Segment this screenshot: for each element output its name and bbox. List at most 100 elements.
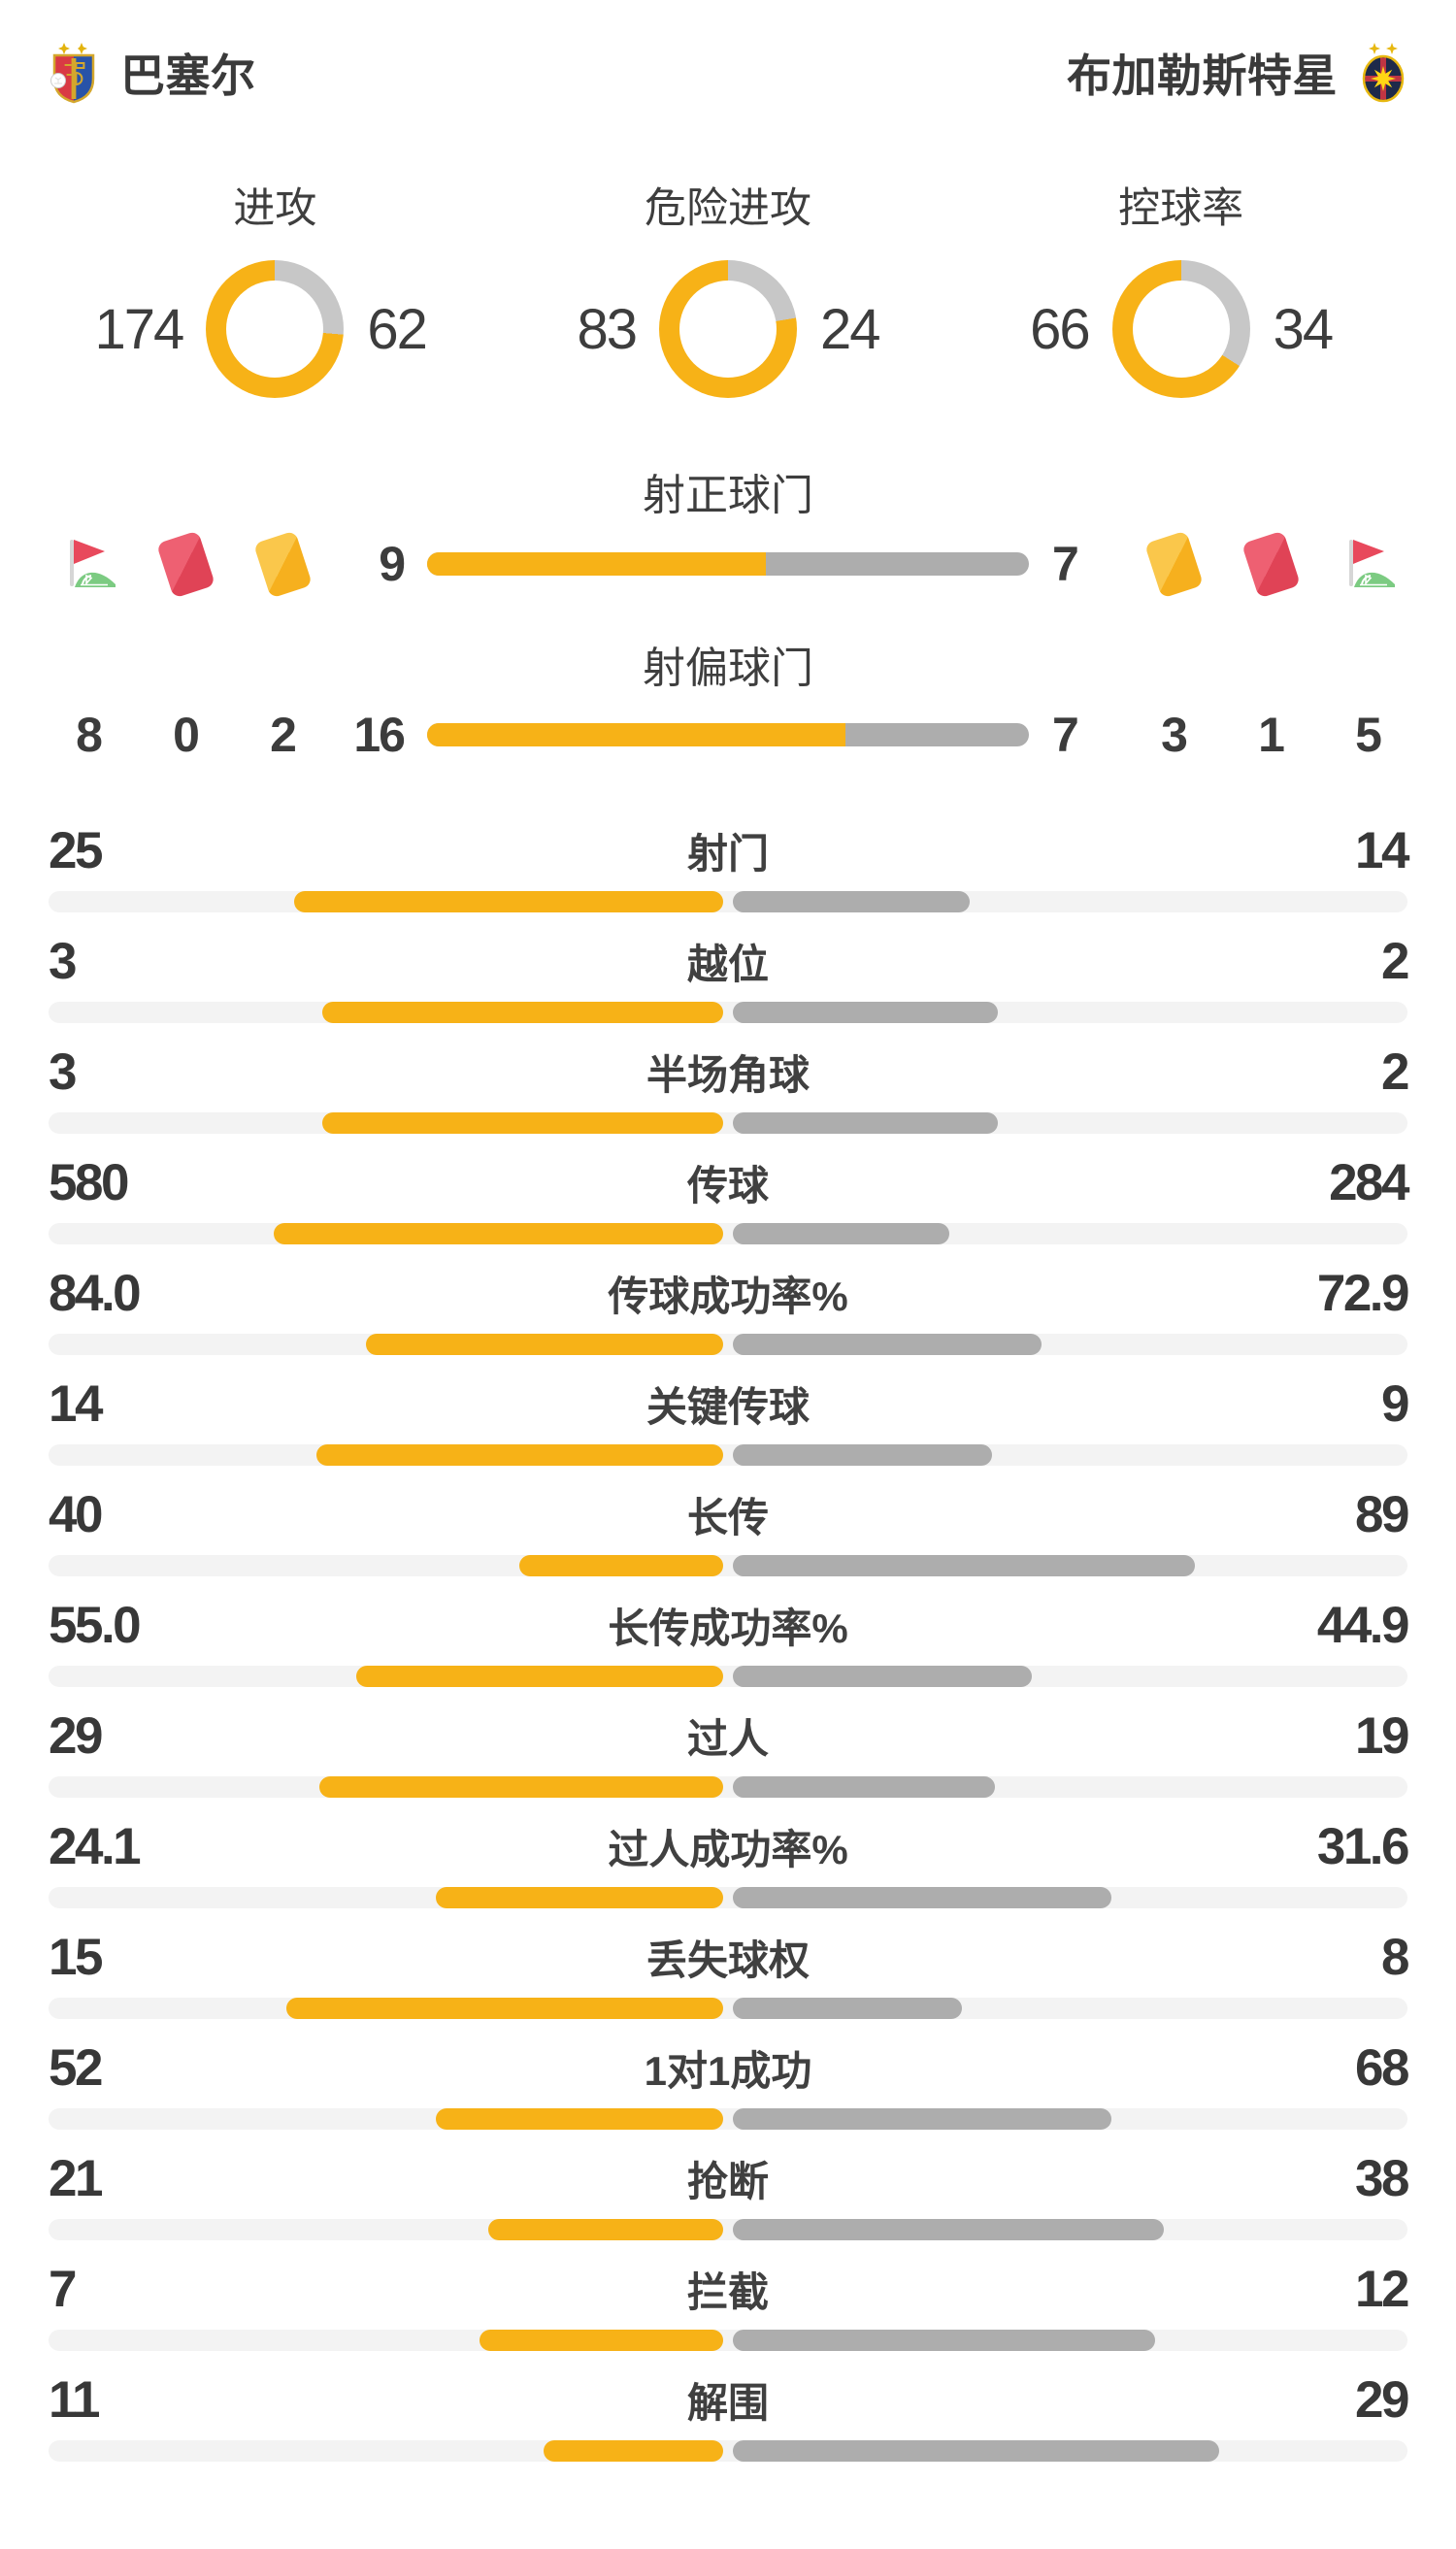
stat-home-value: 40: [49, 1485, 103, 1543]
home-corners-count: 8: [76, 708, 103, 762]
donut-row: 174 62: [89, 260, 460, 398]
yellow-card-icon: [1143, 529, 1204, 599]
stat-label: 解围: [686, 2380, 769, 2426]
donut-title: 控球率: [1118, 185, 1244, 232]
stat-line: 3 半场角球 2: [49, 1043, 1410, 1102]
red-card-icon: [155, 529, 215, 599]
stat-away-value: 9: [1381, 1374, 1409, 1433]
home-yellow-cards-count: 2: [270, 708, 297, 762]
stat-away-value: 89: [1355, 1485, 1409, 1543]
stat-away-value: 284: [1329, 1153, 1409, 1211]
shots-off-target-label: 射偏球门: [643, 645, 813, 692]
stat-away-bar: [733, 1334, 1042, 1355]
shots-on-target-track: [427, 552, 1029, 576]
stat-track: [49, 1334, 1407, 1355]
stat-line: 24.1 过人成功率% 31.6: [49, 1817, 1410, 1876]
stat-home-bar: [435, 2108, 723, 2130]
donut-home-value: 83: [577, 297, 638, 361]
stat-home-bar: [543, 2440, 723, 2462]
overview-donuts: 进攻 174 62 危险进攻 83 24 控球率 66 34: [49, 175, 1407, 398]
stat-home-bar: [294, 891, 723, 912]
stat-home-bar: [366, 1334, 723, 1355]
shots-off-target-fill: [427, 723, 846, 746]
stat-line: 11 解围 29: [49, 2370, 1410, 2430]
stat-home-value: 15: [49, 1928, 103, 1986]
stat-label: 过人: [686, 1716, 769, 1762]
stat-line: 580 传球 284: [49, 1153, 1410, 1212]
stat-row: 15 丢失球权 8: [49, 1928, 1410, 2019]
stat-label: 丢失球权: [645, 1937, 810, 1983]
stat-away-value: 31.6: [1316, 1817, 1410, 1875]
shots-discipline-section: 射正球门 9 7: [49, 460, 1407, 763]
stat-track: [49, 2108, 1407, 2130]
away-corners-count: 5: [1355, 708, 1382, 762]
stat-away-value: 14: [1355, 821, 1409, 879]
stat-home-value: 3: [49, 932, 77, 990]
home-discipline-counts: 8 0 2: [49, 707, 322, 763]
corner-flag-icon: [1338, 534, 1398, 594]
shots-on-target-fill: [427, 552, 766, 576]
stat-home-value: 24.1: [49, 1817, 142, 1875]
stat-away-value: 38: [1355, 2149, 1409, 2207]
donut-away-value: 24: [819, 297, 881, 361]
stat-track: [49, 2440, 1407, 2462]
stats-list: 25 射门 14 3 越位 2 3 半场角球: [49, 821, 1410, 2462]
stat-away-value: 68: [1355, 2038, 1409, 2097]
donut-chart: [206, 260, 345, 398]
shots-on-target-bar: 9 7: [340, 536, 1116, 592]
stat-line: 84.0 传球成功率% 72.9: [49, 1264, 1410, 1323]
stat-home-bar: [519, 1555, 723, 1576]
team-header: 巴塞尔 布加勒斯特星: [49, 41, 1407, 105]
away-team-name: 布加勒斯特星: [1067, 50, 1338, 101]
stat-label: 射门: [686, 831, 769, 877]
donut-chart: [1111, 260, 1250, 398]
shots-off-target-home: 16: [353, 708, 406, 762]
shots-on-target-home: 9: [379, 537, 406, 591]
donut-title: 危险进攻: [644, 185, 811, 232]
stat-home-value: 580: [49, 1153, 129, 1211]
donut-away-value: 34: [1273, 297, 1335, 361]
stat-label: 抢断: [686, 2159, 769, 2204]
stat-home-bar: [315, 1444, 723, 1466]
stat-away-value: 2: [1381, 1043, 1409, 1101]
stat-track: [49, 1887, 1407, 1908]
stat-home-value: 21: [49, 2149, 103, 2207]
away-yellow-cards-count: 3: [1161, 708, 1188, 762]
away-team: 布加勒斯特星: [1067, 41, 1407, 105]
home-team-logo-icon: [50, 43, 95, 104]
stat-track: [49, 1998, 1407, 2019]
stat-row: 40 长传 89: [49, 1485, 1410, 1576]
stat-home-value: 55.0: [49, 1596, 142, 1654]
stat-label: 越位: [686, 942, 769, 987]
home-team: 巴塞尔: [49, 41, 256, 105]
stat-away-value: 72.9: [1316, 1264, 1410, 1322]
stat-label: 半场角球: [645, 1052, 810, 1098]
stat-row: 3 越位 2: [49, 932, 1410, 1023]
shots-off-target-track: [427, 723, 1029, 746]
stat-row: 580 传球 284: [49, 1153, 1410, 1244]
donut-away-value: 62: [367, 297, 428, 361]
stat-row: 11 解围 29: [49, 2370, 1410, 2462]
stat-track: [49, 1112, 1407, 1134]
stat-track: [49, 1444, 1407, 1466]
stat-track: [49, 1223, 1407, 1244]
stat-line: 3 越位 2: [49, 932, 1410, 991]
donut-row: 83 24: [543, 260, 913, 398]
shots-off-target-away: 7: [1052, 708, 1079, 762]
stat-label: 传球成功率%: [608, 1274, 848, 1319]
shots-on-target-away: 7: [1052, 537, 1079, 591]
donut-home-value: 174: [94, 297, 185, 361]
stat-away-bar: [733, 1666, 1032, 1687]
stat-away-value: 44.9: [1316, 1596, 1410, 1654]
stat-home-bar: [286, 1998, 723, 2019]
stat-home-value: 11: [49, 2370, 101, 2429]
stat-row: 3 半场角球 2: [49, 1043, 1410, 1134]
home-team-name: 巴塞尔: [120, 50, 256, 101]
stat-track: [49, 1666, 1407, 1687]
stat-row: 21 抢断 38: [49, 2149, 1410, 2240]
stat-label: 过人成功率%: [608, 1827, 848, 1872]
donut-row: 66 34: [996, 260, 1367, 398]
stat-row: 24.1 过人成功率% 31.6: [49, 1817, 1410, 1908]
corner-flag-icon: [58, 534, 118, 594]
stat-home-bar: [436, 1887, 723, 1908]
